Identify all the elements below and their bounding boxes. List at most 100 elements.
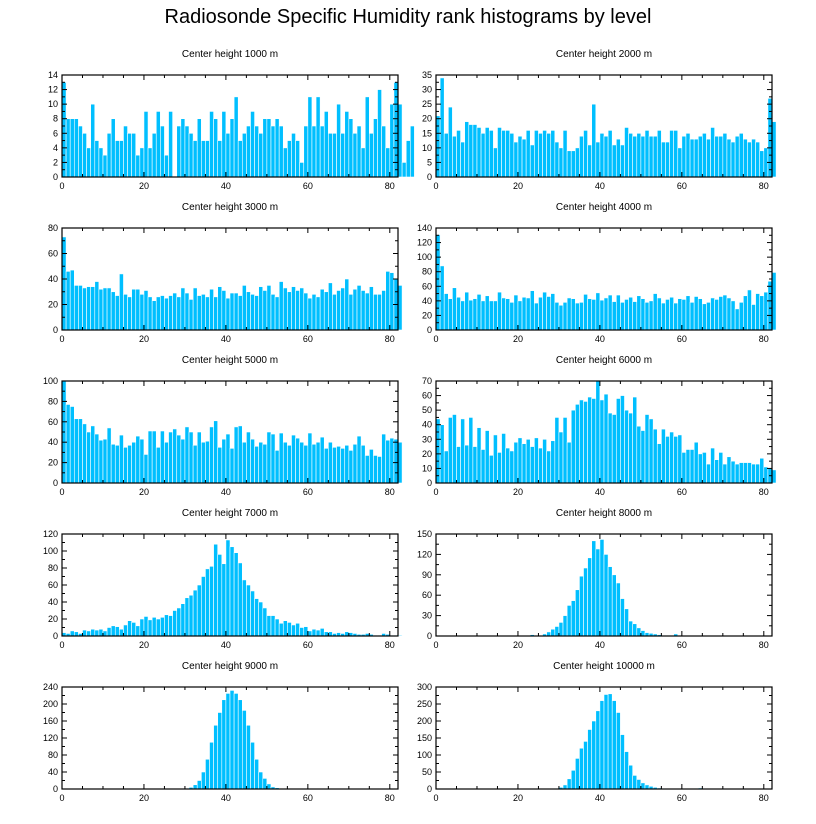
panel-4-ytick-label: 100 (417, 252, 432, 262)
panel-3-ytick-label: 40 (48, 274, 58, 284)
panel-5-bar (180, 438, 186, 484)
panel-1-bar (307, 96, 313, 178)
panel-2-bar (620, 144, 625, 178)
panel-5-bar (332, 446, 337, 484)
panel-3-ytick-label: 60 (48, 249, 58, 259)
panel-4-bar (615, 294, 621, 331)
panel-7-bar (254, 598, 259, 637)
panel-5-ytick-label: 100 (43, 376, 58, 386)
panel-5-bar (147, 430, 153, 484)
panel-5-bar (176, 434, 182, 484)
panel-7-bar (180, 603, 186, 637)
panel-2-bar (591, 103, 597, 178)
panel-3-bar (262, 290, 268, 331)
panel-3-bar (352, 288, 358, 331)
panel-3-bar (90, 286, 96, 331)
panel-1-bar (184, 125, 190, 178)
panel-8-ytick-label: 30 (422, 611, 432, 621)
panel-2-bar (562, 130, 568, 178)
panel-4-bar (648, 300, 654, 331)
panel-9-bar (266, 783, 272, 790)
panel-7-bar (241, 579, 247, 637)
panel-2-bar (644, 130, 650, 178)
panel-10-ytick-label: 250 (417, 699, 432, 709)
panel-3-bar (385, 271, 391, 331)
panel-6-bar (464, 444, 470, 484)
panel-3-bar (106, 287, 112, 331)
panel-1-bar (147, 147, 153, 178)
panel-3-bar (201, 293, 206, 331)
panel-7-bar (123, 624, 128, 637)
panel-7-bar (139, 618, 145, 637)
panel-9-title: Center height 9000 m (182, 661, 278, 672)
panel-4-bar (595, 292, 601, 331)
panel-6-bar (747, 462, 752, 484)
panel-8-bar (591, 540, 597, 637)
panel-8-ytick-label: 0 (427, 631, 432, 641)
panel-4-bar (661, 302, 666, 331)
panel-2-bar (435, 115, 441, 178)
panel-1-xtick-label: 0 (59, 181, 64, 191)
panel-2-ytick-label: 15 (422, 128, 432, 138)
panel-5-bar (262, 443, 268, 484)
panel-5-bar (160, 430, 165, 484)
panel-4-bar (452, 287, 457, 331)
panel-2-bar (595, 141, 601, 178)
panel-9-bar (201, 771, 206, 790)
panel-1-xtick-label: 60 (303, 181, 313, 191)
panel-6-bar (693, 441, 699, 484)
panel-1-bar (164, 154, 169, 178)
panel-3-bar (332, 293, 337, 331)
panel-2-bar (718, 135, 724, 178)
panel-2-bar (636, 132, 642, 178)
panel-5-bar (168, 431, 173, 484)
panel-1-bar (188, 132, 194, 178)
panel-2-bar (497, 127, 502, 178)
panel-7-xtick-label: 20 (139, 640, 149, 650)
panel-1-bar (201, 140, 206, 178)
panel-8-bar (575, 589, 580, 637)
panel-4-bar (656, 297, 662, 331)
panel-1-bar (180, 118, 186, 178)
panel-2-xtick-label: 0 (433, 181, 438, 191)
panel-1-bar (82, 132, 87, 178)
panel-7-bar (192, 589, 198, 637)
panel-1-bar (217, 140, 223, 178)
panel-7-bar (69, 630, 75, 637)
panel-1-bar (336, 103, 341, 178)
panel-6-bar (546, 450, 552, 484)
panel-1-bar (241, 132, 247, 178)
panel-2-bar (615, 138, 621, 178)
panel-3-bar (69, 269, 75, 331)
panel-5-bar (336, 445, 341, 484)
panel-8-xtick-label: 20 (513, 640, 523, 650)
panel-2-bar (488, 130, 494, 178)
panel-4-bar (509, 302, 515, 331)
panel-2-bar (706, 138, 711, 178)
panel-3-bar (241, 285, 247, 331)
panel-10-bar (587, 729, 593, 790)
panel-4-title: Center height 4000 m (556, 202, 652, 213)
panel-2-ytick-label: 10 (422, 143, 432, 153)
panel-2-bar (452, 135, 457, 178)
panel-7-bar (127, 620, 132, 637)
panel-8-bar (550, 628, 556, 637)
panel-10-bar (583, 741, 588, 790)
panel-3-bar (340, 287, 346, 331)
panel-5-title: Center height 5000 m (182, 355, 278, 366)
panel-5-bar (86, 431, 91, 484)
panel-6-bar (685, 449, 691, 484)
panel-2-bar (702, 132, 707, 178)
panel-10-bar (603, 694, 609, 790)
panel-4-ytick-label: 140 (417, 223, 432, 233)
panel-7-bar (303, 626, 309, 637)
panel-2-bar (771, 121, 777, 178)
panel-3-bar (217, 286, 223, 331)
panel-6-bar (558, 431, 564, 484)
panel-1-bar (196, 118, 202, 178)
panel-9-bar (233, 693, 239, 790)
panel-8-bar (562, 615, 568, 637)
panel-4-bar (439, 265, 445, 331)
panel-2-bar (554, 141, 560, 178)
panel-6-bar (738, 462, 744, 484)
